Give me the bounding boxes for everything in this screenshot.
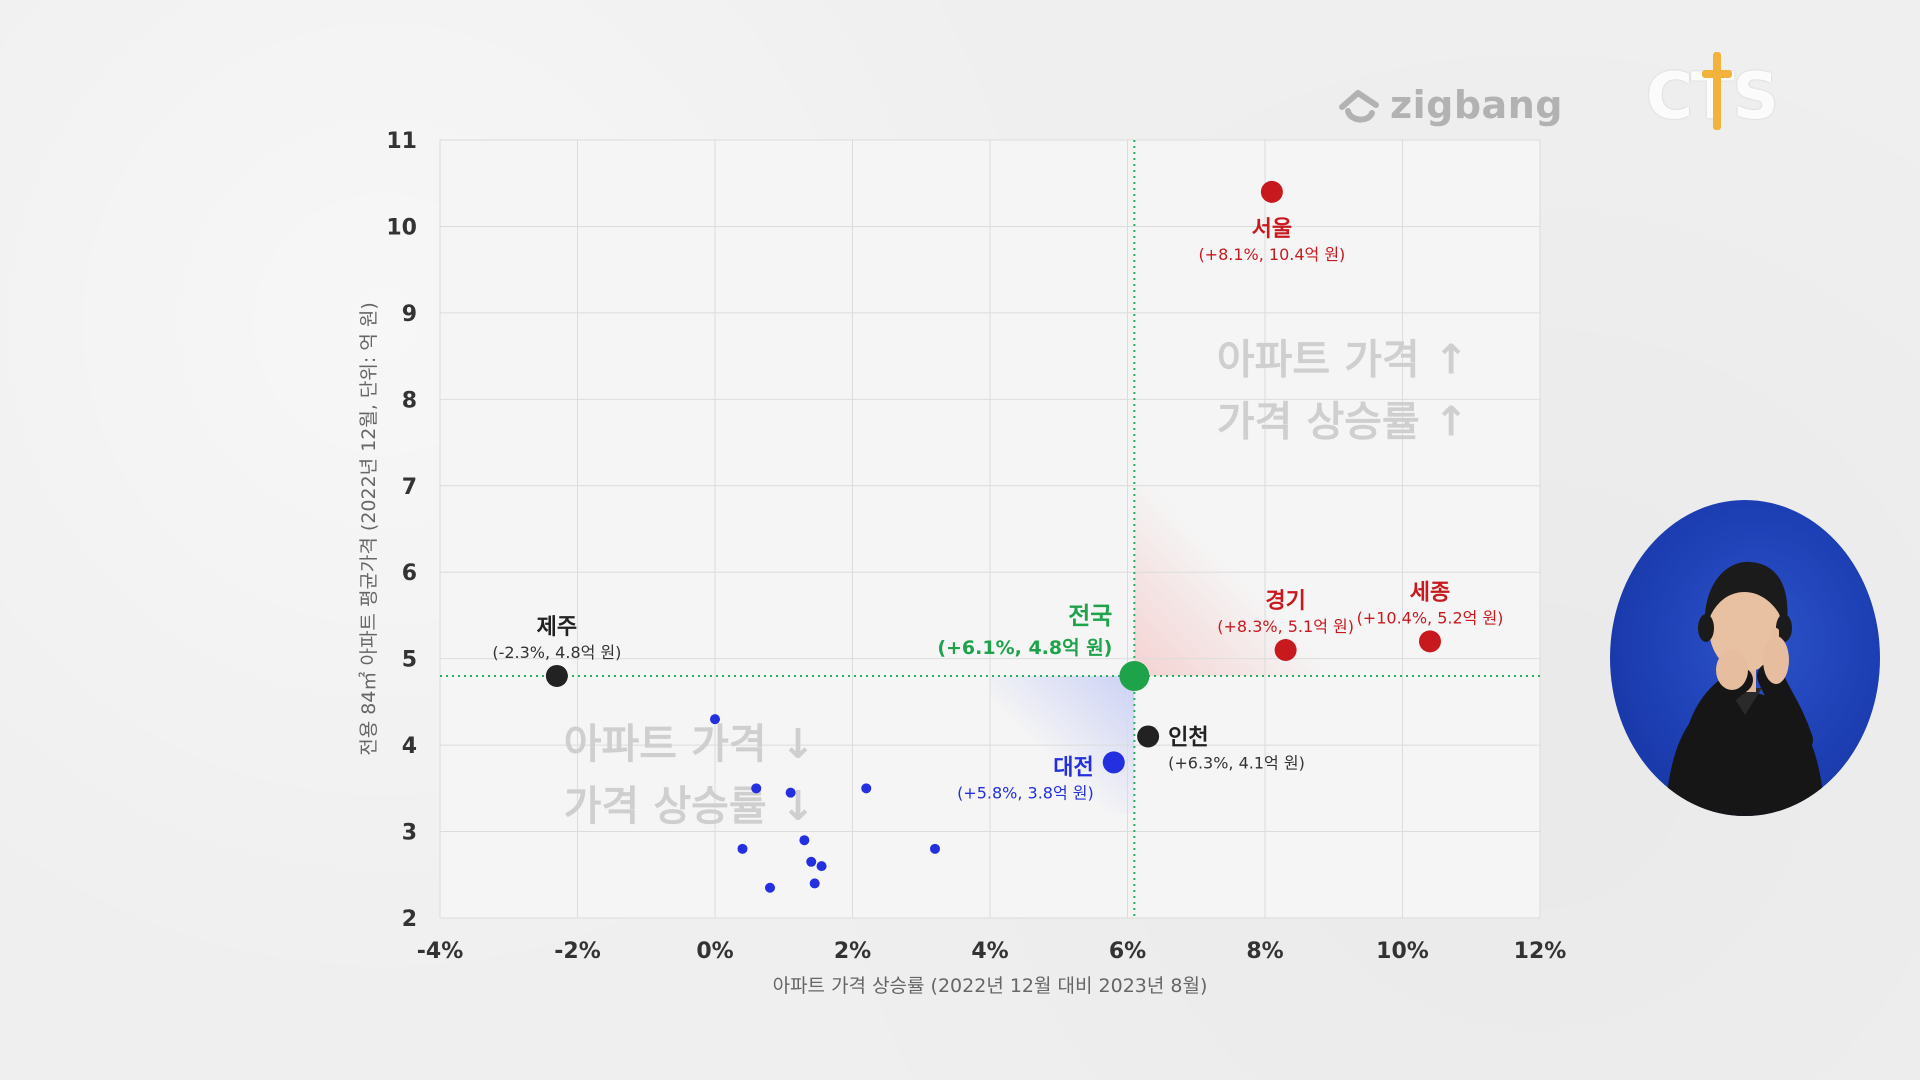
x-tick-label: 0%	[696, 939, 733, 964]
point-label-detail: (+10.4%, 5.2억 원)	[1357, 608, 1504, 627]
data-point	[765, 882, 775, 893]
y-tick-label: 9	[402, 302, 417, 327]
point-label-name: 경기	[1265, 589, 1305, 614]
zigbang-wordmark: zigbang	[1390, 83, 1563, 127]
quadrant-label-line2: 가격 상승률 ↑	[1217, 397, 1469, 445]
quadrant-label-line2: 가격 상승률 ↓	[564, 782, 816, 830]
point-label-name: 제주	[537, 615, 577, 640]
point-label-detail: (+6.1%, 4.8억 원)	[937, 637, 1112, 659]
point-label-name: 서울	[1252, 217, 1292, 242]
data-point	[861, 783, 872, 794]
data-point	[710, 714, 720, 725]
x-tick-label: 8%	[1246, 939, 1283, 964]
point-label-detail: (-2.3%, 4.8억 원)	[492, 643, 621, 662]
point-label-detail: (+6.3%, 4.1억 원)	[1168, 753, 1305, 772]
data-point-전국	[1119, 660, 1150, 691]
point-label-detail: (+8.1%, 10.4억 원)	[1198, 245, 1345, 264]
x-tick-label: -4%	[417, 939, 463, 964]
point-label-name: 전국	[1068, 602, 1112, 630]
quadrant-label-line1: 아파트 가격 ↓	[564, 720, 816, 768]
point-label-detail: (+8.3%, 5.1억 원)	[1217, 617, 1354, 636]
x-tick-label: 10%	[1376, 939, 1429, 964]
data-point	[799, 835, 810, 846]
data-point	[806, 856, 817, 867]
point-label-detail: (+5.8%, 3.8억 원)	[957, 783, 1094, 802]
data-point-대전	[1102, 751, 1125, 774]
x-axis-title: 아파트 가격 상승률 (2022년 12월 대비 2023년 8월)	[773, 975, 1208, 997]
y-tick-label: 11	[386, 129, 417, 154]
data-point	[930, 843, 940, 854]
y-tick-label: 7	[402, 475, 417, 500]
quadrant-labels: 아파트 가격 ↑ 가격 상승률 ↑ 아파트 가격 ↓ 가격 상승률 ↓	[564, 335, 1469, 830]
y-tick-label: 2	[402, 907, 417, 932]
y-tick-label: 10	[386, 215, 417, 240]
axis-ticks: -4% -2% 0% 2% 4% 6% 8% 10% 12% 2 3 4 5 6 7 8 9 10 11	[386, 129, 1566, 964]
interpreter-figure	[1665, 561, 1825, 816]
y-tick-label: 3	[402, 821, 417, 846]
cross-icon	[1702, 52, 1732, 130]
data-point-서울	[1260, 180, 1283, 203]
y-axis-title: 전용 84㎡ 아파트 평균가격 (2022년 12월, 단위: 억 원)	[357, 302, 380, 756]
data-point	[816, 861, 827, 872]
y-tick-label: 8	[402, 388, 417, 413]
y-tick-label: 5	[402, 648, 417, 673]
data-point	[785, 787, 796, 798]
point-label-name: 인천	[1168, 725, 1208, 750]
grid-lines	[439, 139, 1541, 919]
data-point-경기	[1274, 639, 1297, 662]
y-tick-label: 4	[402, 734, 417, 759]
x-tick-label: -2%	[554, 939, 600, 964]
data-point	[751, 783, 762, 794]
data-point-인천	[1137, 725, 1160, 748]
cts-logo: CTS	[1646, 52, 1786, 142]
point-label-name: 대전	[1053, 755, 1093, 780]
x-tick-label: 4%	[971, 939, 1008, 964]
data-points	[545, 180, 1441, 893]
data-point	[809, 878, 820, 889]
zigbang-house-icon	[1339, 90, 1379, 123]
x-tick-label: 2%	[834, 939, 871, 964]
data-point-제주	[545, 664, 568, 687]
y-tick-label: 6	[402, 561, 417, 586]
zigbang-logo: zigbang	[1336, 80, 1563, 130]
quadrant-label-line1: 아파트 가격 ↑	[1217, 335, 1469, 383]
data-point	[737, 843, 748, 854]
point-labels: 서울 (+8.1%, 10.4억 원) 경기 (+8.3%, 5.1억 원) 세종 (+1…	[492, 217, 1503, 803]
sign-language-interpreter-inset	[1610, 500, 1880, 816]
x-tick-label: 6%	[1109, 939, 1146, 964]
reference-lines	[440, 140, 1540, 918]
data-point-세종	[1419, 630, 1441, 653]
x-tick-label: 12%	[1514, 939, 1567, 964]
point-label-name: 세종	[1410, 580, 1450, 605]
